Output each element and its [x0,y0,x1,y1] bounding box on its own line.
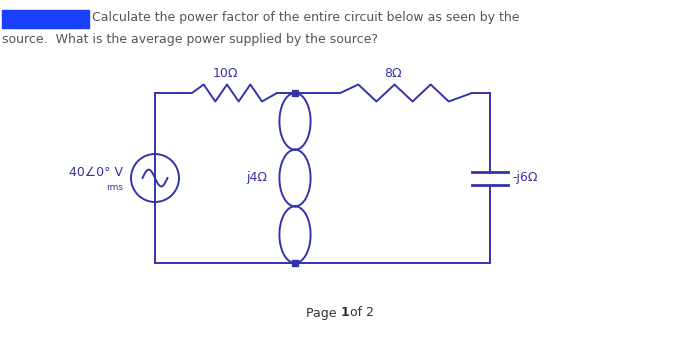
FancyBboxPatch shape [2,10,89,28]
Text: 8Ω: 8Ω [384,67,401,80]
Text: 1: 1 [341,307,350,319]
Text: source.  What is the average power supplied by the source?: source. What is the average power suppli… [2,33,378,47]
Text: of 2: of 2 [346,307,374,319]
Text: -j6Ω: -j6Ω [512,172,537,184]
Text: 10Ω: 10Ω [212,67,238,80]
Text: j4Ω: j4Ω [246,172,267,184]
Text: Calculate the power factor of the entire circuit below as seen by the: Calculate the power factor of the entire… [92,10,520,24]
Text: rms: rms [106,183,123,192]
Text: Page: Page [306,307,341,319]
Text: 40∠0° V: 40∠0° V [69,166,123,180]
